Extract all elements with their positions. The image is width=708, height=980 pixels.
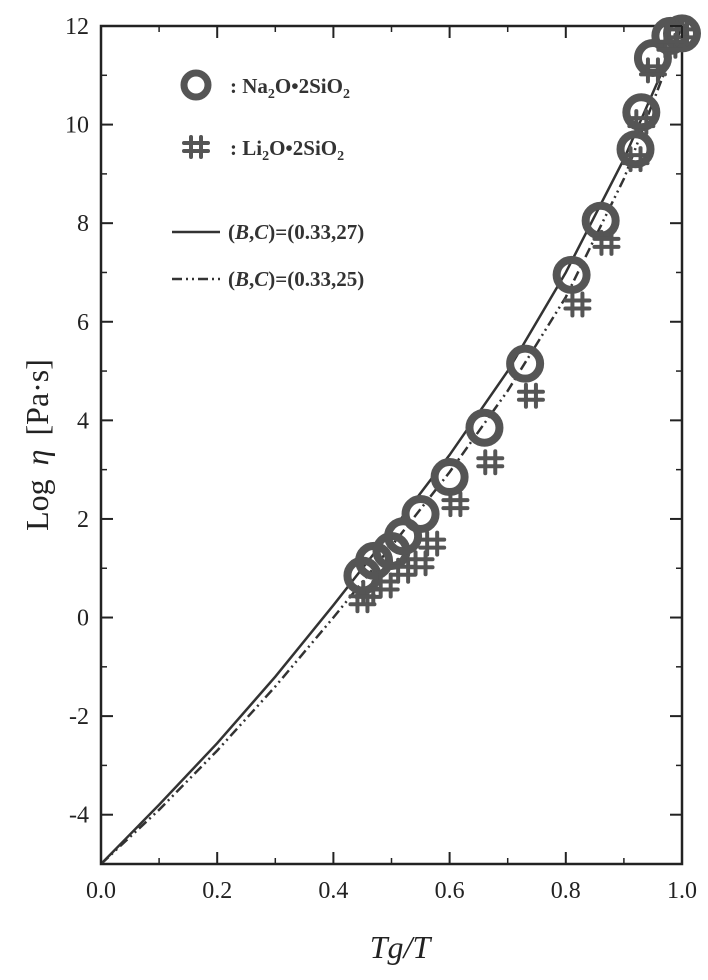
y-tick-label: 0 (77, 606, 89, 632)
legend-na-mid: O•2SiO (275, 74, 343, 98)
legend-entry-li: : Li2O•2SiO2 (230, 136, 344, 164)
y-axis-title: Log η [Pa·s] (19, 359, 55, 531)
na-data-point (465, 408, 504, 447)
li-data-point (441, 491, 470, 518)
y-tick-label: 12 (65, 14, 89, 40)
markers-layer (343, 14, 701, 614)
legend-fit27-b: B (234, 220, 249, 244)
li-data-point (418, 530, 447, 557)
na-data-point (552, 255, 591, 294)
legend-fit25-comma: , (249, 267, 254, 291)
legend-fit25-open: ( (228, 267, 235, 291)
li-data-point (627, 109, 656, 136)
legend-fit25-close: )=(0.33,25) (268, 267, 364, 291)
legend-li-sub1: 2 (262, 149, 269, 164)
na-data-point (401, 495, 440, 534)
legend-na-prefix: : Na (230, 74, 268, 98)
na-data-point (506, 344, 545, 383)
li-data-point (638, 57, 667, 84)
y-tick-label: -4 (69, 803, 89, 829)
y-tick-label: 6 (77, 310, 89, 336)
x-tick-label: 0.4 (318, 878, 348, 904)
legend-hash-marker (182, 135, 210, 159)
y-tick-label: 4 (77, 408, 89, 434)
x-tick-label: 0.2 (202, 878, 232, 904)
li-data-point (476, 449, 505, 476)
li-data-point (592, 229, 621, 256)
x-tick-label: 0.6 (435, 878, 465, 904)
legend-li-sub2: 2 (337, 149, 344, 164)
legend-entry-fit25: (B,C)=(0.33,25) (228, 267, 364, 291)
y-axis-title-symbol: η (19, 450, 55, 466)
legend-fit25-b: B (234, 267, 249, 291)
legend-fit27-c: C (254, 220, 269, 244)
li-data-point (516, 382, 545, 409)
li-data-point (563, 291, 592, 318)
x-axis-title: Tg/T (370, 929, 433, 965)
li-data-point (621, 146, 650, 173)
legend-circle-marker (180, 69, 212, 101)
x-tick-label: 0.8 (551, 878, 581, 904)
legend-li-mid: O•2SiO (269, 136, 337, 160)
legend-fit25-c: C (254, 267, 269, 291)
legend-na-sub1: 2 (268, 87, 275, 102)
x-tick-label: 0.0 (86, 878, 116, 904)
li-data-point (371, 572, 400, 599)
legend: : Na2O•2SiO2 : Li2O•2SiO2 (B,C)=(0.33,27… (172, 69, 364, 291)
y-tick-label: 8 (77, 211, 89, 237)
legend-fit27-open: ( (228, 220, 235, 244)
li-data-point (406, 550, 435, 577)
legend-fit27-comma: , (249, 220, 254, 244)
na-data-point (430, 458, 469, 497)
legend-na-sub2: 2 (343, 87, 350, 102)
ticks-layer: 0.0 0.2 0.4 0.6 0.8 1.0 -4 -2 0 2 4 6 8 10 12 (65, 14, 697, 904)
legend-entry-fit27: (B,C)=(0.33,27) (228, 220, 364, 244)
y-tick-label: 10 (65, 113, 89, 139)
legend-fit27-close: )=(0.33,27) (268, 220, 364, 244)
y-tick-label: 2 (77, 507, 89, 533)
y-tick-label: -2 (69, 704, 89, 730)
y-axis-title-unit: [Pa·s] (19, 359, 55, 435)
legend-entry-na: : Na2O•2SiO2 (230, 74, 350, 102)
y-axis-title-main: Log (19, 479, 55, 531)
na-data-point (622, 93, 661, 132)
x-tick-label: 1.0 (667, 878, 697, 904)
legend-li-prefix: : Li (230, 136, 262, 160)
